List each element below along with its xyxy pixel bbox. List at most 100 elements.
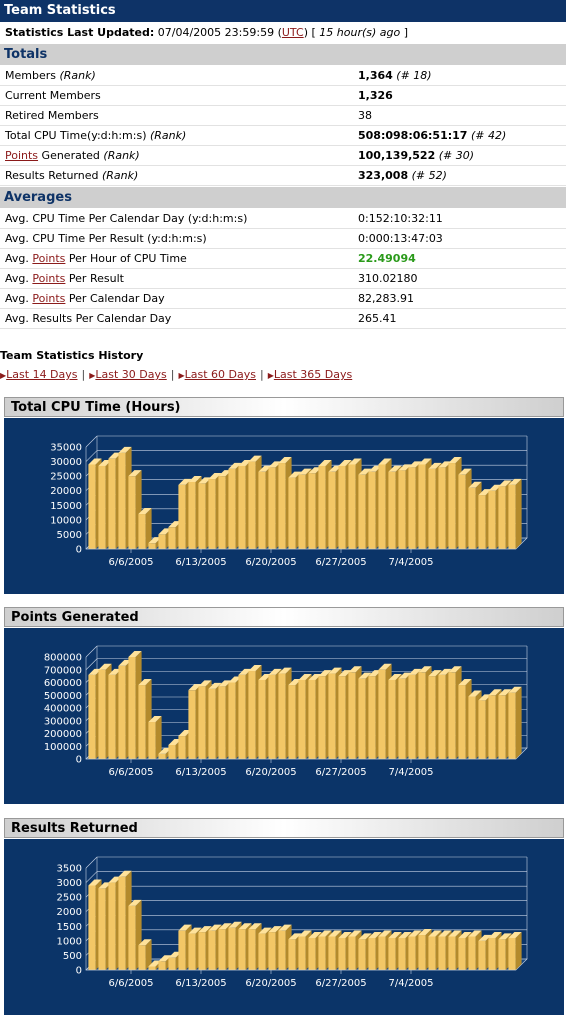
bar-top <box>328 465 342 472</box>
bar-face <box>468 487 476 549</box>
bar-top <box>218 470 232 477</box>
bar-face <box>228 468 236 549</box>
rank-label: (Rank) <box>99 149 140 162</box>
row-label-text: Per Hour of CPU Time <box>65 252 187 265</box>
bar-top <box>388 931 402 938</box>
bar-top <box>488 689 502 696</box>
bar-side <box>145 508 152 549</box>
bar-top <box>468 690 482 697</box>
bar-top <box>498 933 512 940</box>
gridline-diag <box>85 450 98 462</box>
bar-top <box>388 465 402 472</box>
bar-top <box>198 926 212 933</box>
bar-face <box>128 905 136 970</box>
points-link[interactable]: Points <box>32 272 66 285</box>
bar-face <box>508 484 516 549</box>
bar-top <box>278 924 292 931</box>
points-link[interactable]: Points <box>5 149 39 162</box>
row-value-text: 100,139,522 <box>358 149 436 162</box>
chart-results-returned: 0 500 1000 1500 2000 2500 3000 3500 6/6/2005 6/13… <box>4 839 564 1015</box>
chart-points-generated: 0 100000 200000 300000 400000 500000 600000 700… <box>4 628 564 804</box>
bar-face <box>408 936 416 970</box>
points-link[interactable]: Points <box>32 292 66 305</box>
x-tick-label: 7/4/2005 <box>389 557 434 568</box>
chart-points-title: Points Generated <box>4 607 564 627</box>
row-value-text: 0:000:13:47:03 <box>358 232 443 245</box>
bar-face <box>308 937 316 970</box>
bar-top <box>288 471 302 478</box>
row-label-text: Total CPU Time(y:d:h:m:s) <box>5 129 147 142</box>
x-tick-label: 6/27/2005 <box>315 978 366 989</box>
link-last-60-days[interactable]: Last 60 Days <box>184 368 256 381</box>
bar-top <box>288 933 302 940</box>
bar-top <box>368 670 382 677</box>
table-row: Avg. Results Per Calendar Day 265.41 <box>0 309 566 329</box>
bar-top <box>108 668 122 675</box>
bar-face <box>148 966 156 970</box>
bar-side <box>145 939 152 970</box>
separator: | <box>170 368 175 381</box>
bar-top <box>318 930 332 937</box>
gridline-diag <box>85 435 98 448</box>
bar-face <box>238 465 246 549</box>
y-tick-label: 35000 <box>50 443 82 454</box>
row-label-prefix: Avg. <box>5 292 33 305</box>
bar-face <box>258 679 266 759</box>
bar-face <box>238 674 246 759</box>
points-link[interactable]: Points <box>32 252 66 265</box>
y-tick-label: 2000 <box>57 907 82 918</box>
bar-face <box>458 474 466 549</box>
bar-face <box>388 471 396 549</box>
bar-top <box>158 528 172 535</box>
last-updated-line: Statistics Last Updated: 07/04/2005 23:5… <box>0 23 566 43</box>
utc-link[interactable]: UTC <box>281 26 304 39</box>
bar-face <box>368 471 376 549</box>
triangle-right-icon: ▶ <box>178 371 185 380</box>
bar-face <box>348 464 356 549</box>
chart-cpu-time-title: Total CPU Time (Hours) <box>4 397 564 417</box>
bar-top <box>218 923 232 930</box>
link-last-365-days[interactable]: Last 365 Days <box>273 368 353 381</box>
bar-top <box>378 930 392 937</box>
row-label: Avg. CPU Time Per Result (y:d:h:m:s) <box>5 229 207 248</box>
bar-top <box>358 933 372 940</box>
bar-top <box>98 459 112 466</box>
bar-top <box>428 462 442 469</box>
link-last-30-days[interactable]: Last 30 Days <box>95 368 167 381</box>
table-row: Avg. CPU Time Per Calendar Day (y:d:h:m:… <box>0 209 566 229</box>
row-label-text: Per Calendar Day <box>65 292 165 305</box>
row-label: Total CPU Time(y:d:h:m:s) (Rank) <box>5 126 186 145</box>
bar-face <box>378 936 386 970</box>
bar-top <box>338 459 352 466</box>
bar-face <box>448 936 456 970</box>
bar-top <box>258 673 272 680</box>
bar-face <box>348 672 356 759</box>
bar-top <box>188 475 202 482</box>
bar-top <box>288 679 302 686</box>
bar-face <box>278 673 286 759</box>
bar-top <box>408 930 422 937</box>
bar-top <box>208 473 222 480</box>
row-label-prefix: Avg. <box>5 252 33 265</box>
bar-top <box>268 668 282 675</box>
bar-face <box>168 744 176 759</box>
bar-face <box>218 929 226 970</box>
bar-face <box>358 474 366 549</box>
x-tick-label: 6/20/2005 <box>245 557 296 568</box>
bar-face <box>148 722 156 759</box>
bar-face <box>418 935 426 970</box>
bar-face <box>328 673 336 759</box>
link-last-14-days[interactable]: Last 14 Days <box>6 368 78 381</box>
bar-face <box>438 467 446 549</box>
bar-top <box>348 666 362 673</box>
bar-face <box>228 682 236 759</box>
row-value: 100,139,522 (# 30) <box>358 146 474 165</box>
row-value-text: 265.41 <box>358 312 397 325</box>
bar-face <box>298 679 306 759</box>
bar-top <box>308 673 322 680</box>
bar-top <box>88 668 102 675</box>
bar-face <box>498 695 506 759</box>
history-title: Team Statistics History <box>0 349 144 362</box>
bar-top <box>208 682 222 689</box>
x-tick-label: 6/20/2005 <box>245 767 296 778</box>
